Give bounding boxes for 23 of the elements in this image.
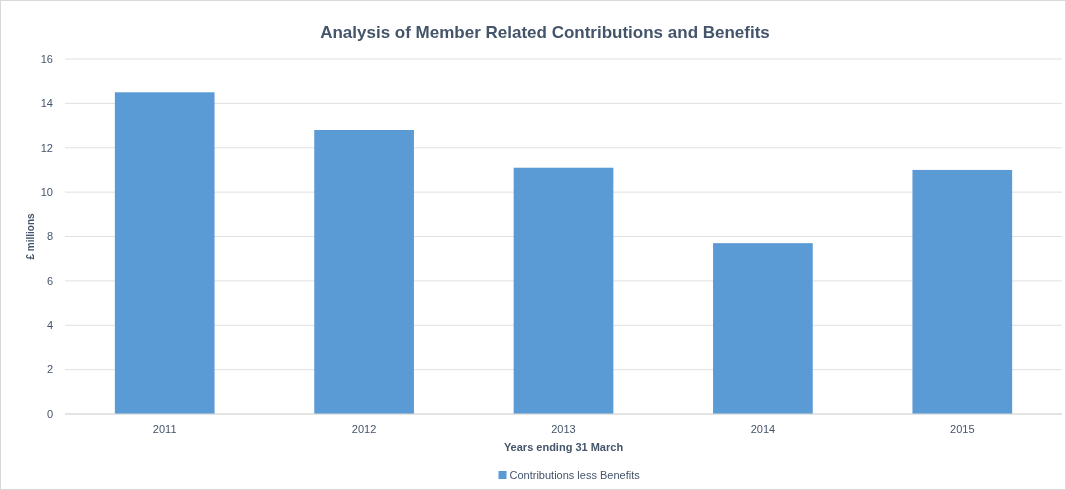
bar [114, 92, 215, 414]
chart-title: Analysis of Member Related Contributions and Benefits [320, 23, 770, 42]
y-tick-label: 16 [40, 52, 53, 65]
bar [912, 169, 1013, 414]
bar [513, 167, 614, 414]
y-tick-label: 2 [46, 363, 53, 376]
bar [713, 243, 813, 414]
y-tick-label: 6 [46, 274, 53, 287]
bar [314, 130, 414, 414]
y-tick-label: 8 [46, 230, 53, 243]
x-axis-title: Years ending 31 March [503, 441, 624, 453]
x-tick-label: 2014 [750, 423, 776, 435]
y-tick-label: 14 [40, 97, 53, 110]
x-tick-label: 2015 [950, 423, 975, 435]
y-tick-label: 0 [46, 407, 53, 420]
y-tick-label: 10 [40, 185, 53, 198]
x-tick-label: 2011 [152, 423, 177, 435]
y-tick-label: 4 [46, 319, 53, 332]
x-tick-label: 2012 [351, 423, 377, 435]
y-tick-label: 12 [40, 141, 53, 154]
x-tick-label: 2013 [551, 423, 576, 435]
y-axis-title: £ millions [25, 213, 36, 260]
legend-label: Contributions less Benefits [509, 469, 641, 481]
